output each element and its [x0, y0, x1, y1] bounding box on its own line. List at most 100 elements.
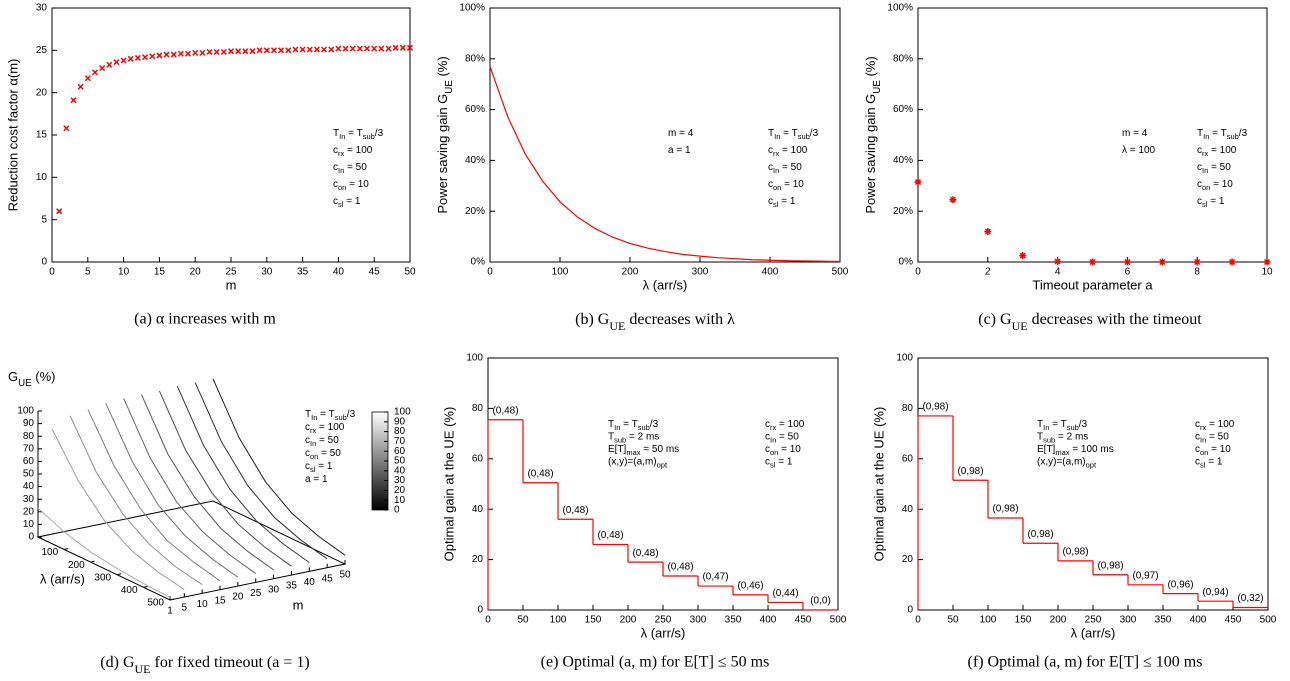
y-axis-label: Power saving gain GUE (%) — [435, 56, 455, 213]
annotation: E[T]max = 50 ms — [608, 444, 679, 458]
point — [249, 48, 256, 55]
text-part: /3 — [1239, 128, 1248, 139]
annotation: E[T]max = 100 ms — [1037, 444, 1114, 458]
text-part: = 1 — [1205, 456, 1222, 467]
y-tick-label: 100% — [459, 3, 485, 14]
subscript: UE — [18, 378, 32, 389]
y-tick-label: 0 — [477, 605, 483, 616]
y-tick-label: 40% — [893, 155, 913, 166]
y-tick-label: 20% — [465, 206, 485, 217]
x-tick-label: 50 — [404, 267, 416, 278]
text-part: = 1 — [778, 196, 795, 207]
x-tick-label: 300 — [690, 615, 707, 626]
annotation: (x,y)=(a,m)opt — [1037, 456, 1097, 470]
subscript: sl — [1202, 200, 1208, 209]
annotation: csl = 1 — [1195, 456, 1223, 470]
text-part: c — [765, 431, 770, 442]
point — [1089, 258, 1096, 266]
annotation: cIn = 50 — [765, 431, 799, 445]
subscript: In — [338, 166, 344, 175]
text-part: /3 — [810, 128, 819, 139]
text-part: m = 4 — [668, 128, 694, 139]
colorbar-label: 80 — [394, 426, 406, 437]
x-tick-label: 150 — [1015, 615, 1032, 626]
subscript: opt — [657, 461, 668, 470]
text-part: c — [333, 145, 338, 156]
x-tick — [64, 548, 69, 550]
annotation: TIn = Tsub/3 — [768, 128, 819, 142]
y-axis-label: Reduction cost factor α(m) — [5, 59, 20, 212]
x-tick-label: 0 — [915, 267, 921, 278]
annotation: cIn = 50 — [305, 435, 339, 449]
z-tick-label: 10 — [23, 519, 35, 530]
x-tick-label: 500 — [832, 267, 849, 278]
surface-curve — [141, 394, 274, 571]
point — [1228, 258, 1236, 266]
text-part: m = 4 — [1122, 128, 1148, 139]
x-axis-label: m — [226, 277, 237, 292]
text-part: T — [608, 431, 614, 442]
z-tick-label: 100 — [17, 406, 34, 417]
point — [313, 46, 320, 53]
y-tick-label: 60 — [902, 453, 914, 464]
x-tick-label: 5 — [85, 267, 91, 278]
y-tick-label: 80% — [465, 53, 485, 64]
colorbar-label: 0 — [394, 505, 400, 516]
annotation: con = 10 — [1197, 179, 1233, 193]
x-tick-label: 200 — [622, 267, 639, 278]
x-tick — [143, 585, 148, 588]
annotation: cIn = 50 — [768, 162, 802, 176]
y-tick-label: 35 — [286, 581, 298, 592]
surface-curve — [194, 382, 328, 560]
subscript: sub — [1067, 423, 1079, 432]
text-part: c — [768, 162, 773, 173]
point — [134, 54, 141, 61]
colorbar-label: 30 — [394, 475, 406, 486]
y-axis-label: Optimal gain at the UE (%) — [441, 407, 456, 562]
point — [342, 45, 349, 52]
x-tick-label: 100 — [42, 547, 59, 558]
value-label: (0,96) — [1167, 579, 1193, 590]
x-tick-label: 450 — [1225, 615, 1242, 626]
z-axis-label: GUE (%) — [8, 369, 56, 389]
y-tick-label: 60 — [472, 453, 484, 464]
point — [56, 208, 63, 215]
text-part: = 100 — [344, 145, 373, 156]
text-part: c — [1195, 456, 1200, 467]
text-part: c — [765, 419, 770, 430]
text-part: c — [1195, 431, 1200, 442]
colorbar-label: 100 — [394, 407, 411, 418]
x-tick-label: 250 — [655, 615, 672, 626]
text-part: /3 — [1079, 419, 1088, 430]
annotation: csl = 1 — [305, 461, 333, 475]
point — [364, 45, 371, 52]
text-part: c — [768, 145, 773, 156]
subscript: sl — [310, 465, 316, 474]
point — [1054, 257, 1062, 265]
y-tick-label: 40 — [902, 504, 914, 515]
y-tick-label: 100 — [896, 353, 913, 364]
point — [299, 46, 306, 53]
x-axis-label: λ (arr/s) — [643, 277, 688, 292]
point — [77, 83, 84, 90]
value-label: (0,48) — [562, 505, 588, 516]
text-part: decreases with λ — [625, 311, 735, 328]
subscript: sl — [338, 200, 344, 209]
value-label: (0,48) — [527, 468, 553, 479]
x-tick-label: 200 — [1050, 615, 1067, 626]
annotation: m = 4 — [1122, 128, 1148, 139]
text-part: = 50 — [779, 162, 802, 173]
subscript: on — [773, 183, 781, 192]
y-tick-label: 15 — [214, 595, 226, 606]
text-part: = 1 — [775, 456, 792, 467]
text-part: = 10 — [778, 444, 801, 455]
annotation: Tsub = 2 ms — [608, 431, 659, 445]
text-part: = 10 — [1210, 179, 1233, 190]
annotation: csl = 1 — [1197, 196, 1225, 210]
annotation: TIn = Tsub/3 — [608, 419, 659, 433]
text-part: = 10 — [781, 179, 804, 190]
value-label: (0,0) — [810, 596, 831, 607]
annotation: (x,y)=(a,m)opt — [608, 456, 668, 470]
text-part: c — [1195, 419, 1200, 430]
y-axis-label: m — [293, 597, 304, 612]
